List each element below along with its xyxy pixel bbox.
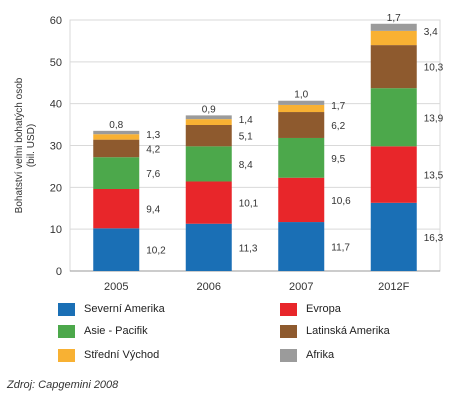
bar-segment (278, 222, 325, 271)
bar-segment (278, 112, 325, 138)
bar-segment (370, 23, 417, 31)
legend-label: Afrika (306, 349, 335, 361)
data-label: 5,1 (239, 132, 253, 143)
y-axis-label-line: (bil. USD) (26, 124, 37, 167)
data-label: 10,1 (239, 199, 259, 210)
x-tick-label: 2012F (378, 281, 409, 293)
y-tick-label: 10 (50, 224, 62, 236)
bar-segment (185, 223, 232, 271)
legend-item-middle-east: Střední Východ (58, 346, 159, 364)
bar-segment (370, 146, 417, 203)
stacked-bar-chart: 0 10 20 30 40 50 60 Bohatství velmi bohatých os… (14, 13, 444, 293)
legend-label: Severní Amerika (84, 303, 165, 315)
data-label: 8,4 (239, 160, 253, 171)
data-label: 7,6 (146, 169, 160, 180)
x-tick-label: 2005 (104, 281, 128, 293)
data-label: 1,4 (239, 115, 253, 126)
data-label: 10,6 (331, 196, 351, 207)
bar-segment (370, 202, 417, 271)
bar-segment (185, 181, 232, 224)
legend-swatch (280, 324, 297, 338)
data-label: 10,3 (424, 63, 444, 74)
y-tick-label: 30 (50, 141, 62, 153)
y-tick-label: 20 (50, 182, 62, 194)
bar-segment (185, 115, 232, 120)
bar-segment (93, 157, 140, 190)
legend-item-asia-pacific: Asie - Pacifik (58, 322, 148, 340)
data-label: 11,3 (239, 243, 258, 254)
data-label: 6,2 (331, 121, 345, 132)
bar-segment (185, 119, 232, 126)
legend-label: Latinská Amerika (306, 325, 390, 337)
bar-segment (370, 30, 417, 46)
data-label: 4,2 (146, 144, 160, 155)
legend-item-europe: Evropa (280, 300, 341, 318)
legend-swatch (280, 348, 297, 362)
bar-segment (278, 100, 325, 105)
data-label: 11,7 (331, 243, 350, 254)
data-label: 3,4 (424, 27, 438, 38)
legend-swatch (58, 302, 75, 316)
legend-label: Evropa (306, 303, 341, 315)
y-tick-label: 60 (50, 15, 62, 27)
legend-swatch (280, 302, 297, 316)
data-label: 1,3 (146, 130, 160, 141)
legend: Severní Amerika Evropa Asie - Pacifik La… (58, 300, 418, 370)
legend-label: Asie - Pacifik (84, 325, 148, 337)
legend-swatch (58, 324, 75, 338)
data-label: 1,0 (294, 90, 308, 101)
data-label: 9,4 (146, 205, 160, 216)
data-label: 0,9 (202, 104, 216, 115)
bar-segment (370, 88, 417, 147)
bar-segment (185, 146, 232, 182)
data-label: 1,7 (387, 13, 401, 24)
bar-segment (185, 125, 232, 147)
data-label: 10,2 (146, 246, 166, 257)
x-tick-label: 2007 (289, 281, 313, 293)
bar-segment (278, 177, 325, 223)
legend-label: Střední Východ (84, 349, 160, 361)
data-label: 13,9 (424, 113, 444, 124)
data-label: 16,3 (424, 233, 444, 244)
bar-segment (93, 134, 140, 140)
y-tick-label: 0 (56, 266, 62, 278)
bar-segment (278, 137, 325, 178)
source-note: Zdroj: Capgemini 2008 (7, 379, 119, 391)
legend-swatch (58, 348, 75, 362)
bar-segment (93, 228, 140, 271)
y-tick-label: 50 (50, 57, 62, 69)
data-label: 9,5 (331, 154, 345, 165)
legend-item-africa: Afrika (280, 346, 334, 364)
bar-segment (278, 104, 325, 113)
y-axis-label: Bohatství velmi bohatých osob(bil. USD) (14, 77, 37, 213)
legend-item-north-america: Severní Amerika (58, 300, 165, 318)
bar-segment (93, 130, 140, 135)
bar-segment (93, 189, 140, 229)
y-axis-label-line: Bohatství velmi bohatých osob (14, 77, 25, 213)
bar-segment (93, 139, 140, 158)
y-tick-label: 40 (50, 99, 62, 111)
legend-item-latin-america: Latinská Amerika (280, 322, 390, 340)
x-tick-label: 2006 (197, 281, 221, 293)
data-label: 0,8 (109, 120, 123, 131)
bar-segment (370, 45, 417, 89)
data-label: 1,7 (331, 101, 345, 112)
data-label: 13,5 (424, 171, 444, 182)
